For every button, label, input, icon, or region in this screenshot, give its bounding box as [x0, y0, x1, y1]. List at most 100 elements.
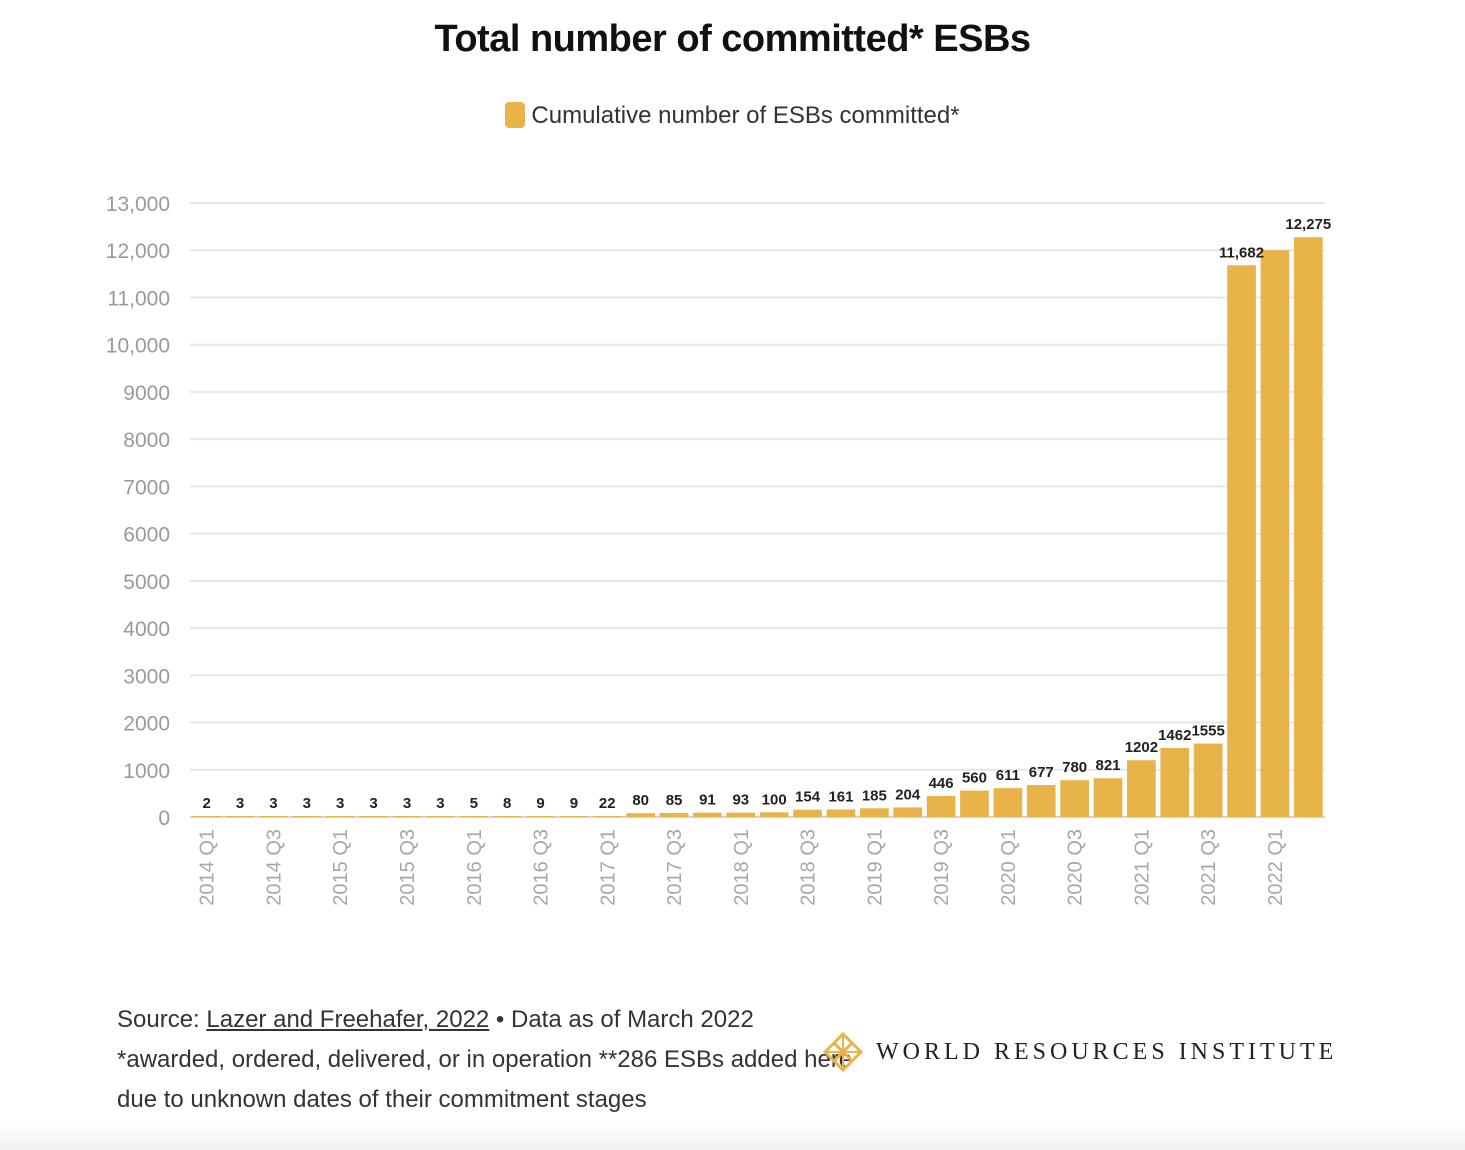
- legend-label: Cumulative number of ESBs committed*: [531, 102, 960, 129]
- y-tick-label: 4000: [123, 618, 170, 641]
- wri-logo: WORLD RESOURCES INSTITUTE: [822, 1030, 1337, 1074]
- data-label: 8: [503, 795, 511, 812]
- bar: [459, 816, 489, 817]
- data-labels: 2 3 3 3 3 3 3 3 5 8 9 9 22 80 85 91 93 100 154 161 185 204 446…: [203, 216, 1332, 812]
- data-label: 821: [1095, 757, 1120, 774]
- x-tick-label: 2015 Q3: [397, 829, 419, 906]
- y-tick-label: 11,000: [107, 287, 170, 310]
- x-tick-label: 2020 Q1: [998, 829, 1020, 906]
- bar: [893, 807, 923, 817]
- logo-wordmark: WORLD RESOURCES INSTITUTE: [876, 1038, 1338, 1065]
- x-tick-label: 2019 Q1: [864, 829, 886, 906]
- bar: [1093, 778, 1123, 817]
- data-label: 9: [536, 795, 544, 812]
- bar: [1193, 743, 1223, 817]
- bar: [1026, 785, 1056, 817]
- chart-title: Total number of committed* ESBs: [434, 18, 1031, 60]
- y-tick-label: 3000: [123, 665, 170, 688]
- bar: [726, 812, 756, 817]
- data-label: 80: [632, 792, 649, 809]
- data-label: 560: [962, 770, 987, 787]
- data-label: 85: [666, 792, 683, 809]
- y-tick-label: 5000: [123, 571, 170, 594]
- data-label: 3: [336, 795, 344, 812]
- gridlines: [190, 202, 1325, 818]
- footnote-line-2: due to unknown dates of their commitment…: [117, 1086, 647, 1113]
- bar: [659, 812, 689, 817]
- data-label: 3: [369, 795, 377, 812]
- bar: [225, 816, 255, 817]
- bar: [1227, 265, 1256, 818]
- data-label: 93: [732, 792, 749, 809]
- data-label: 1462: [1158, 727, 1191, 744]
- x-tick-label: 2014 Q1: [197, 829, 219, 906]
- x-tick-label: 2019 Q3: [931, 829, 953, 906]
- data-label: 3: [269, 795, 277, 812]
- data-label: 154: [795, 789, 821, 806]
- data-label: 2: [203, 795, 211, 812]
- x-tick-label: 2014 Q3: [263, 829, 285, 906]
- data-label: 677: [1029, 764, 1054, 781]
- bar: [926, 795, 956, 817]
- x-tick-label: 2021 Q3: [1198, 829, 1220, 906]
- bar: [1260, 250, 1290, 817]
- x-tick-label: 2021 Q1: [1131, 829, 1153, 906]
- bar: [426, 816, 455, 817]
- data-label: 1202: [1125, 739, 1158, 756]
- data-label: 11,682: [1219, 244, 1264, 261]
- x-tick-label: 2016 Q3: [531, 829, 553, 906]
- data-label: 3: [236, 795, 244, 812]
- data-label: 3: [303, 795, 311, 812]
- data-label: 611: [996, 767, 1020, 784]
- data-label: 3: [436, 795, 444, 812]
- x-tick-label: 2017 Q3: [664, 829, 686, 906]
- y-tick-label: 2000: [123, 713, 170, 736]
- y-tick-label: 8000: [123, 429, 170, 452]
- x-tick-label: 2022 Q1: [1265, 829, 1287, 906]
- legend-swatch: [505, 102, 526, 128]
- x-tick-label: 2016 Q1: [464, 829, 486, 906]
- bar: [292, 816, 322, 817]
- source-suffix: • Data as of March 2022: [489, 1006, 754, 1033]
- x-tick-label: 2020 Q3: [1065, 829, 1087, 906]
- bar: [960, 790, 989, 817]
- bars: [192, 237, 1323, 818]
- bar: [1127, 760, 1156, 817]
- data-label: 3: [403, 795, 411, 812]
- bar: [259, 816, 288, 817]
- y-tick-label: 0: [158, 807, 170, 830]
- bar: [626, 813, 656, 817]
- bar: [859, 808, 889, 817]
- data-label: 12,275: [1285, 216, 1331, 233]
- legend: Cumulative number of ESBs committed*: [0, 102, 1465, 130]
- bar: [325, 816, 355, 817]
- y-tick-label: 7000: [123, 476, 170, 499]
- source-link[interactable]: Lazer and Freehafer, 2022: [206, 1006, 490, 1033]
- bar: [192, 816, 222, 817]
- bar: [559, 816, 589, 817]
- data-label: 22: [599, 795, 616, 812]
- data-label: 9: [570, 795, 578, 812]
- bar: [592, 815, 622, 817]
- data-label: 91: [699, 792, 716, 809]
- x-tick-label: 2018 Q1: [731, 829, 753, 906]
- bar: [1060, 780, 1089, 817]
- bar: [492, 816, 522, 817]
- x-tick-label: 2015 Q1: [330, 829, 352, 906]
- x-tick-label: 2018 Q3: [798, 829, 820, 906]
- x-axis-ticks: 2014 Q1 2014 Q3 2015 Q1 2015 Q3 2016 Q1 2016 …: [197, 829, 1287, 906]
- bar: [759, 812, 789, 817]
- data-label: 100: [762, 791, 787, 808]
- wri-knot-logo-icon: [822, 1031, 864, 1073]
- data-label: 161: [828, 788, 853, 805]
- bar: [526, 816, 555, 817]
- data-label: 5: [470, 795, 478, 812]
- data-label: 185: [862, 787, 887, 804]
- data-label: 446: [929, 775, 954, 792]
- source-prefix: Source:: [117, 1006, 207, 1033]
- data-label: 204: [895, 786, 921, 803]
- data-label: 780: [1062, 759, 1087, 776]
- bottom-fade: [0, 1122, 1465, 1150]
- y-axis-ticks: 0 1000 2000 3000 4000 5000 6000 7000 8000 9000 10,…: [106, 193, 170, 830]
- bar: [1293, 237, 1323, 817]
